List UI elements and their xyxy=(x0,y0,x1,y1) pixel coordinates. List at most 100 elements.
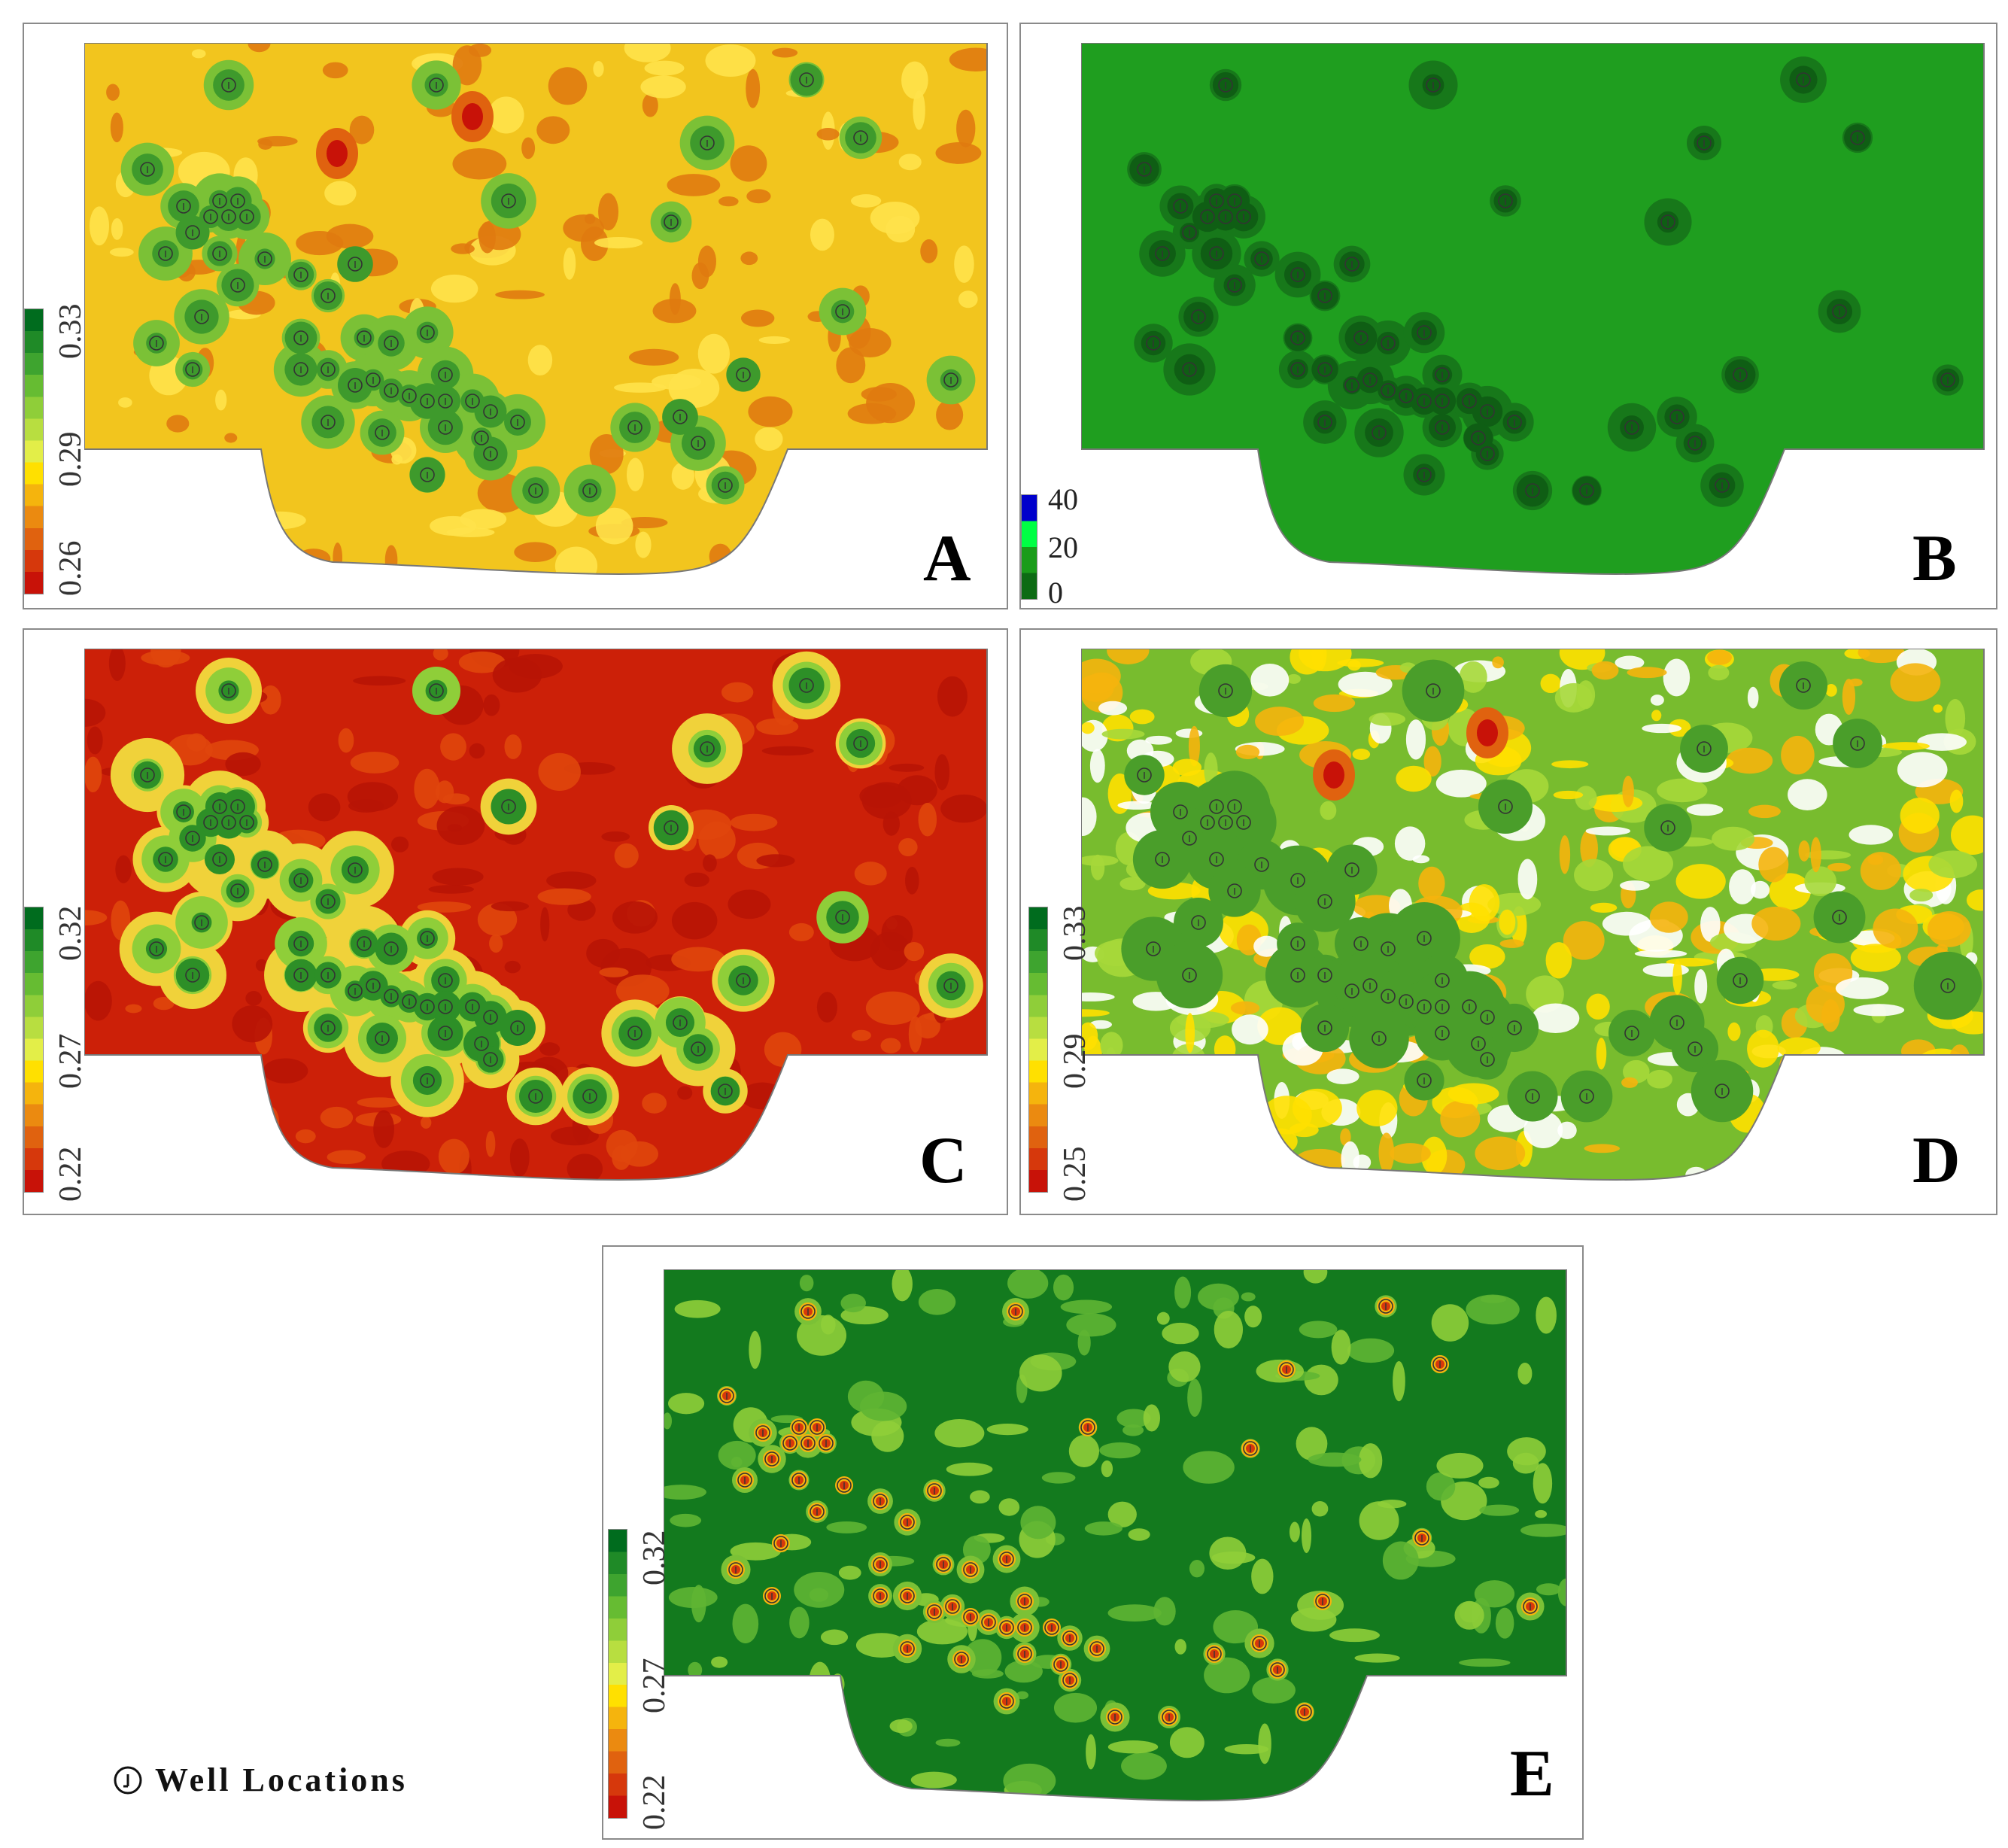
well-marker xyxy=(1715,1084,1730,1099)
panel-letter-e: E xyxy=(1510,1737,1554,1810)
well-marker xyxy=(1290,968,1305,983)
well-marker xyxy=(1381,383,1396,398)
well-marker xyxy=(420,931,435,946)
well-marker xyxy=(366,372,381,388)
well-marker xyxy=(1218,683,1233,698)
well-marker xyxy=(140,162,155,177)
well-marker xyxy=(1254,857,1269,872)
well-marker xyxy=(1252,1636,1267,1651)
well-marker xyxy=(1435,973,1450,988)
well-marker xyxy=(483,404,498,419)
well-marker xyxy=(194,309,209,324)
well-marker xyxy=(438,420,453,435)
well-marker xyxy=(1498,193,1513,208)
well-marker xyxy=(810,1420,825,1435)
well-marker xyxy=(1182,831,1197,846)
porosity-map-a xyxy=(84,43,988,576)
well-marker xyxy=(501,799,516,814)
well-marker xyxy=(1236,209,1251,224)
well-marker xyxy=(420,467,435,482)
well-marker xyxy=(1317,1020,1332,1035)
well-marker xyxy=(185,831,200,846)
well-marker xyxy=(664,820,679,835)
well-marker xyxy=(438,367,453,382)
well-marker xyxy=(999,1620,1014,1635)
panel-letter-d: D xyxy=(1912,1124,1961,1197)
well-marker xyxy=(764,1588,779,1603)
well-marker xyxy=(791,1473,807,1488)
well-marker xyxy=(429,78,444,93)
well-marker xyxy=(1688,436,1703,451)
well-marker xyxy=(582,483,597,498)
well-marker xyxy=(528,483,543,498)
well-marker xyxy=(1462,999,1477,1014)
well-marker xyxy=(501,193,516,208)
well-marker xyxy=(1254,251,1269,266)
map-panel-e: 0.32 0.27 0.22 E xyxy=(602,1245,1584,1840)
well-marker xyxy=(1850,736,1865,751)
well-marker xyxy=(1378,1299,1393,1314)
well-marker xyxy=(954,1652,969,1667)
colorbar-e xyxy=(608,1529,627,1819)
well-marker xyxy=(791,1420,807,1435)
well-marker xyxy=(438,973,453,988)
well-marker xyxy=(239,815,254,830)
well-marker xyxy=(819,1436,834,1451)
well-marker xyxy=(402,388,417,403)
well-marker xyxy=(927,1604,942,1619)
well-marker xyxy=(320,415,336,430)
well-marker xyxy=(1796,678,1811,693)
porosity-map-e xyxy=(664,1269,1567,1802)
colorbar-c xyxy=(24,907,44,1193)
well-marker xyxy=(1417,1073,1432,1088)
colorbar-c-bottom-label: 0.22 xyxy=(53,1146,88,1202)
well-marker xyxy=(1480,1010,1495,1025)
well-marker xyxy=(837,1478,852,1493)
well-marker xyxy=(320,362,336,377)
well-marker xyxy=(402,994,417,1009)
well-marker xyxy=(1480,446,1495,461)
well-marker xyxy=(1089,1641,1104,1656)
well-marker xyxy=(927,1483,942,1498)
well-marker xyxy=(528,1089,543,1104)
well-locations-legend: Well Locations xyxy=(113,1761,408,1799)
well-marker xyxy=(1044,1620,1059,1635)
well-marker xyxy=(420,325,435,340)
well-marker xyxy=(1200,209,1215,224)
well-marker xyxy=(1317,894,1332,909)
well-marker xyxy=(1344,378,1359,393)
well-marker xyxy=(1218,815,1233,830)
well-marker xyxy=(1209,799,1224,814)
well-marker xyxy=(429,683,444,698)
well-marker xyxy=(773,1536,788,1551)
well-marker xyxy=(853,130,868,145)
well-marker xyxy=(943,372,958,388)
well-marker xyxy=(1270,1662,1285,1677)
porosity-map-c xyxy=(84,649,988,1181)
well-marker xyxy=(212,799,227,814)
well-marker xyxy=(900,1588,915,1603)
well-marker xyxy=(873,1588,888,1603)
well-marker xyxy=(664,214,679,229)
well-marker xyxy=(1507,415,1522,430)
legend-label: Well Locations xyxy=(155,1761,408,1798)
well-marker xyxy=(221,815,236,830)
map-surface xyxy=(664,1269,1566,1801)
well-marker xyxy=(1290,330,1305,345)
well-marker xyxy=(483,1010,498,1025)
well-marker xyxy=(293,267,308,282)
well-marker xyxy=(1832,304,1847,319)
well-marker xyxy=(212,852,227,867)
well-marker xyxy=(384,383,399,398)
well-marker xyxy=(293,873,308,888)
well-marker xyxy=(1660,820,1675,835)
colorbar-e-top-label: 0.32 xyxy=(637,1530,672,1586)
well-marker xyxy=(1353,936,1369,951)
well-marker xyxy=(1297,1704,1312,1719)
well-marker xyxy=(212,246,227,261)
well-marker xyxy=(1940,372,1955,388)
well-marker xyxy=(799,678,814,693)
well-marker xyxy=(1353,330,1369,345)
well-marker xyxy=(1697,135,1712,150)
well-marker xyxy=(149,941,164,956)
